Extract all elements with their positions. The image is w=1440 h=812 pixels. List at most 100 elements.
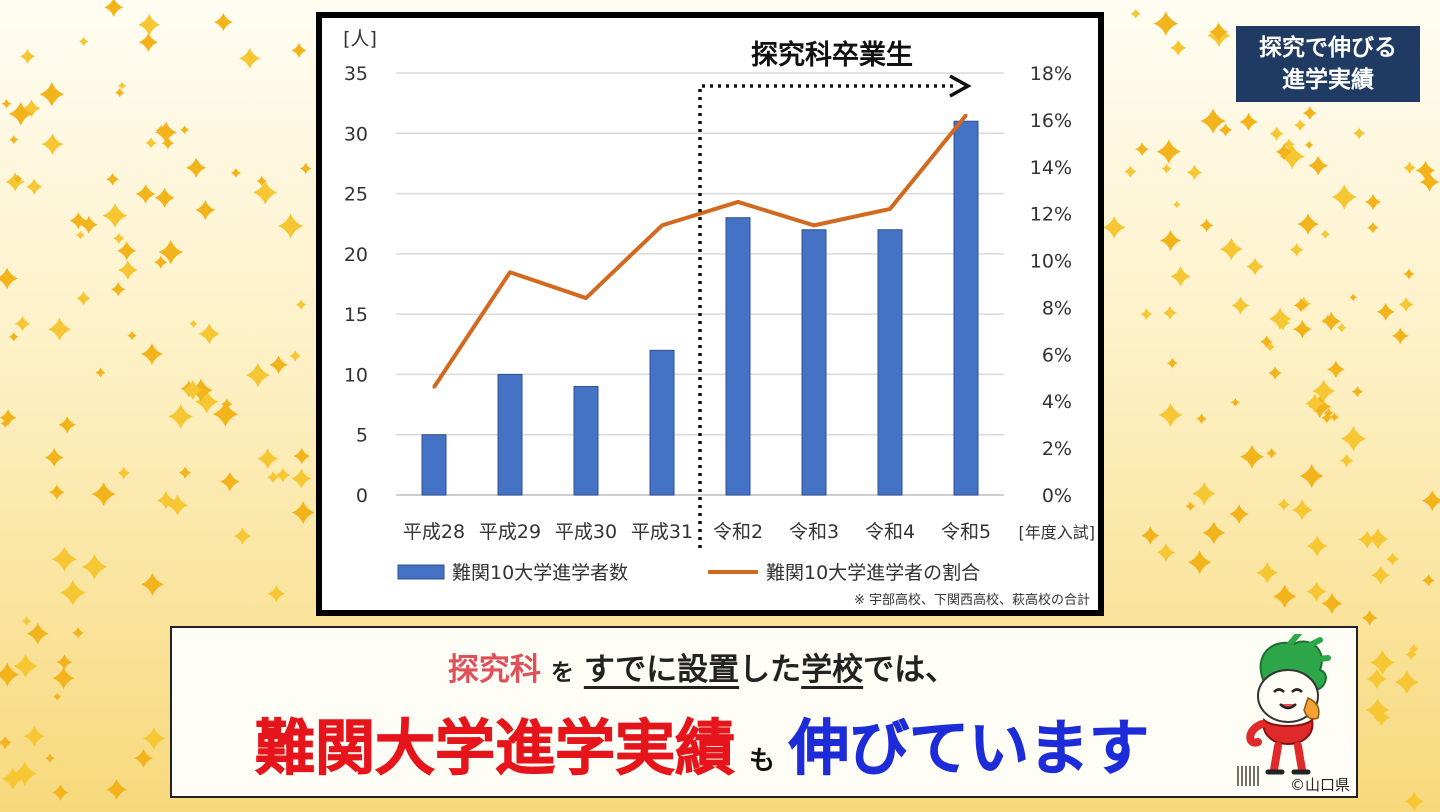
sparkle-star xyxy=(1394,670,1419,694)
sparkle-star xyxy=(39,81,65,107)
sparkle-star xyxy=(1269,126,1284,141)
sparkle-star xyxy=(1405,648,1417,661)
sparkle-star xyxy=(1163,305,1177,320)
sparkle-star xyxy=(156,491,176,510)
x-axis-suffix-label: [年度入試] xyxy=(1019,523,1096,542)
sparkle-star xyxy=(81,554,108,580)
line-point-平成30 xyxy=(584,296,588,300)
sparkle-star xyxy=(182,380,203,401)
sparkle-star xyxy=(1186,164,1203,181)
bar-令和4 xyxy=(877,229,903,496)
badge-line2: 進学実績 xyxy=(1282,67,1374,93)
sparkle-star xyxy=(1273,584,1297,609)
sparkle-star xyxy=(1321,593,1343,614)
sparkle-star xyxy=(1229,504,1249,524)
sparkle-star xyxy=(1153,11,1179,36)
sparkle-star xyxy=(133,748,153,768)
sparkle-star xyxy=(1297,213,1319,235)
sparkle-star xyxy=(1,767,24,790)
sparkle-star xyxy=(138,32,158,52)
sparkle-star xyxy=(233,527,252,545)
sparkle-star xyxy=(1404,791,1424,812)
sparkle-star xyxy=(59,579,86,606)
message-banner: 探究科をすでに設置した学校では、 難関大学進学実績も伸びています ©山口県 xyxy=(170,626,1358,798)
sparkle-star xyxy=(1185,501,1196,512)
sparkle-star xyxy=(1422,574,1435,587)
sparkle-star xyxy=(13,174,23,183)
sparkle-star xyxy=(180,125,190,135)
sparkle-star xyxy=(1166,357,1178,369)
sparkle-star xyxy=(1196,413,1207,425)
sparkle-star xyxy=(1156,139,1181,164)
sparkle-star xyxy=(1398,297,1414,312)
right-axis-tick-label: 8% xyxy=(1042,297,1072,319)
sparkle-star xyxy=(141,343,163,365)
sparkle-star xyxy=(1367,221,1379,234)
sparkle-star xyxy=(1364,193,1382,211)
sparkle-star xyxy=(118,260,138,280)
line-series-ratio xyxy=(432,113,968,389)
right-axis-tick-label: 12% xyxy=(1030,204,1072,226)
sparkle-star xyxy=(212,401,239,427)
sparkle-star xyxy=(51,546,78,572)
sparkle-star xyxy=(20,48,36,64)
sparkle-star xyxy=(1209,22,1229,42)
sparkle-star xyxy=(1369,649,1396,676)
sparkle-star xyxy=(78,36,89,47)
banner-already-established: すでに設置 xyxy=(583,652,740,688)
sparkle-star xyxy=(1141,526,1160,545)
sparkle-star xyxy=(91,482,116,506)
sparkle-star xyxy=(72,627,84,639)
left-axis-tick-label: 35 xyxy=(344,63,368,85)
sparkle-star xyxy=(1415,160,1436,181)
sparkle-star xyxy=(1331,184,1357,210)
category-label: 平成31 xyxy=(631,521,693,543)
sparkle-star xyxy=(1293,319,1312,339)
sparkle-star xyxy=(1327,360,1345,379)
sparkle-star xyxy=(155,124,167,136)
sparkle-star xyxy=(1293,297,1309,313)
left-axis-tick-label: 5 xyxy=(356,425,368,447)
sparkle-star xyxy=(76,230,85,240)
headline-mo: も xyxy=(748,746,775,776)
sparkle-star xyxy=(1294,119,1307,132)
bar-平成28 xyxy=(421,434,447,496)
left-axis-tick-label: 20 xyxy=(344,244,368,266)
banner-school: 学校 xyxy=(801,652,864,688)
sparkle-star xyxy=(141,573,164,596)
sparkle-star xyxy=(1260,335,1273,349)
sparkle-star xyxy=(79,215,98,234)
sparkle-star xyxy=(21,616,32,626)
combo-chart: 0 5 10 15 20 25 30 35 0% 2% 4% 6% 8% 10% 12% 14% 16% 18% [… xyxy=(343,28,1096,608)
sparkle-star xyxy=(269,355,288,374)
sparkle-star xyxy=(1336,322,1347,333)
sparkle-star xyxy=(1329,412,1340,422)
sparkle-star xyxy=(1192,481,1216,506)
legend-bar-label: 難関10大学進学者数 xyxy=(452,562,628,584)
sparkle-star xyxy=(1299,463,1324,489)
sparkle-star xyxy=(1339,453,1354,468)
sparkle-star xyxy=(1199,218,1214,233)
sparkle-star xyxy=(117,466,131,480)
sparkle-star xyxy=(1371,565,1391,585)
left-axis-tick-label: 30 xyxy=(344,123,368,145)
legend-bar-swatch xyxy=(397,564,445,580)
sparkle-star xyxy=(1266,447,1278,459)
sparkle-star xyxy=(52,784,69,801)
sparkle-star xyxy=(168,404,193,429)
sparkle-star xyxy=(1158,402,1183,428)
sparkle-star xyxy=(117,81,127,91)
legend-line-label: 難関10大学進学者の割合 xyxy=(766,562,980,584)
badge-line1: 探究で伸びる xyxy=(1259,35,1397,61)
line-point-令和5 xyxy=(964,113,968,117)
sparkle-star xyxy=(1321,311,1341,331)
sparkle-star xyxy=(0,409,17,427)
sparkle-star xyxy=(158,239,184,265)
sparkle-star xyxy=(1156,543,1176,562)
sparkle-star xyxy=(111,282,126,297)
chart-footnote: ※ 宇部高校、下関西高校、萩高校の合計 xyxy=(854,592,1090,608)
sparkle-star xyxy=(245,363,271,388)
sparkle-star xyxy=(104,0,124,17)
sparkle-star xyxy=(26,178,43,195)
sparkle-star xyxy=(295,299,307,310)
